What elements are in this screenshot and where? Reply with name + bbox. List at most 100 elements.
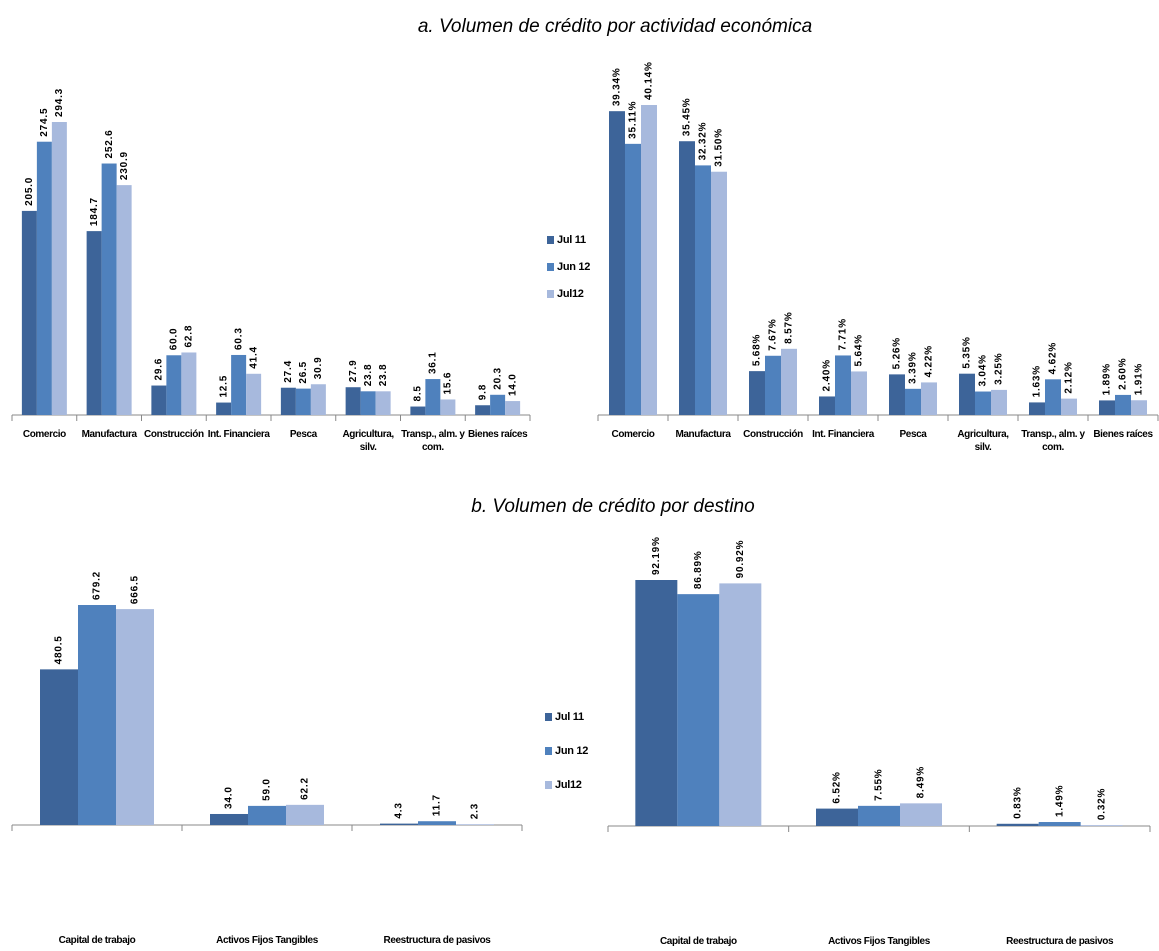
bar <box>456 824 494 825</box>
chart-title: b. Volumen de crédito por destino <box>471 496 754 517</box>
bar <box>101 163 117 415</box>
bar <box>246 373 262 415</box>
legend-swatch <box>547 236 554 244</box>
bar <box>375 391 391 415</box>
x-tick-label: Pesca <box>289 429 317 440</box>
bar <box>78 605 116 825</box>
value-label: 29.6 <box>154 358 165 381</box>
value-label: 32.32% <box>698 122 709 161</box>
bar <box>286 804 324 825</box>
value-label: 31.50% <box>714 128 725 167</box>
legend-swatch <box>545 713 552 721</box>
value-label: 15.6 <box>443 372 454 395</box>
bar <box>1029 402 1045 415</box>
bar <box>1045 379 1061 415</box>
bar <box>835 355 851 415</box>
bar <box>40 669 78 825</box>
bar <box>116 185 132 415</box>
value-label: 12.5 <box>218 375 229 398</box>
x-tick-label: Activos Fijos Tangibles <box>216 935 318 946</box>
x-tick-label: Int. Financiera <box>812 429 874 440</box>
legend-swatch <box>545 781 552 789</box>
value-label: 7.71% <box>838 318 849 350</box>
bar <box>625 143 641 415</box>
bar <box>889 374 905 415</box>
value-label: 27.4 <box>283 360 294 383</box>
value-label: 2.12% <box>1064 361 1075 393</box>
legend-label: Jul12 <box>557 288 584 300</box>
value-label: 35.45% <box>682 98 693 137</box>
chart-title: a. Volumen de crédito por actividad econ… <box>418 16 812 37</box>
value-label: 39.34% <box>612 67 623 106</box>
value-label: 20.3 <box>492 367 503 390</box>
value-label: 60.3 <box>233 327 244 350</box>
value-label: 679.2 <box>92 571 103 600</box>
bar <box>679 141 695 415</box>
value-label: 26.5 <box>298 361 309 384</box>
x-tick-label: Manufactura <box>81 429 137 440</box>
value-label: 2.60% <box>1118 358 1129 390</box>
bar <box>851 371 867 415</box>
value-label: 184.7 <box>89 197 100 226</box>
bar <box>418 821 456 825</box>
value-label: 3.25% <box>994 353 1005 385</box>
x-tick-label: Reestructura de pasivos <box>1006 936 1114 947</box>
value-label: 0.32% <box>1096 788 1107 820</box>
x-tick-label: Construcción <box>743 429 803 440</box>
value-label: 480.5 <box>54 635 65 664</box>
bar <box>677 594 720 826</box>
value-label: 205.0 <box>24 177 35 206</box>
value-label: 230.9 <box>119 151 130 180</box>
bar <box>181 352 197 415</box>
x-tick-label: Transp., alm. y com. <box>401 429 465 453</box>
value-label: 4.22% <box>924 345 935 377</box>
x-tick-label: Manufactura <box>675 429 731 440</box>
value-label: 7.55% <box>874 768 885 800</box>
bar <box>635 580 678 826</box>
value-label: 294.3 <box>54 88 65 117</box>
value-label: 8.5 <box>413 385 424 401</box>
value-label: 23.8 <box>378 364 389 387</box>
x-tick-label: Int. Financiera <box>207 429 270 440</box>
legend-swatch <box>545 747 552 755</box>
bar <box>21 210 37 415</box>
value-label: 9.8 <box>477 384 488 400</box>
bar <box>819 396 835 415</box>
value-label: 3.04% <box>978 354 989 386</box>
bar <box>1038 822 1081 826</box>
value-label: 666.5 <box>130 575 141 604</box>
x-tick-label: Comercio <box>22 429 66 440</box>
value-label: 4.3 <box>394 802 405 818</box>
bar <box>905 388 921 415</box>
value-label: 86.89% <box>693 550 704 589</box>
bar <box>36 141 52 416</box>
bar <box>959 373 975 415</box>
bar <box>1061 398 1077 415</box>
value-label: 7.67% <box>768 318 779 350</box>
bar <box>996 823 1039 826</box>
x-tick-label: Agricultura, silv. <box>957 429 1009 453</box>
bar <box>1099 400 1115 415</box>
bar <box>858 805 900 826</box>
value-label: 30.9 <box>313 357 324 380</box>
legend-label: Jul 11 <box>557 234 586 246</box>
value-label: 40.14% <box>644 61 655 100</box>
bar <box>295 388 311 415</box>
bar <box>116 609 154 825</box>
value-label: 8.57% <box>784 311 795 343</box>
bar <box>816 808 858 826</box>
bar <box>695 165 711 415</box>
bar <box>921 382 937 415</box>
x-tick-label: Reestructura de pasivos <box>383 935 491 946</box>
value-label: 34.0 <box>224 786 235 809</box>
value-label: 62.2 <box>300 777 311 800</box>
bar <box>216 402 232 415</box>
bar <box>248 805 286 825</box>
value-label: 5.64% <box>854 334 865 366</box>
bar <box>231 354 247 415</box>
value-label: 5.26% <box>892 337 903 369</box>
value-label: 5.68% <box>752 334 763 366</box>
legend-label: Jun 12 <box>555 745 588 757</box>
bar <box>86 231 102 415</box>
value-label: 27.9 <box>348 360 359 383</box>
